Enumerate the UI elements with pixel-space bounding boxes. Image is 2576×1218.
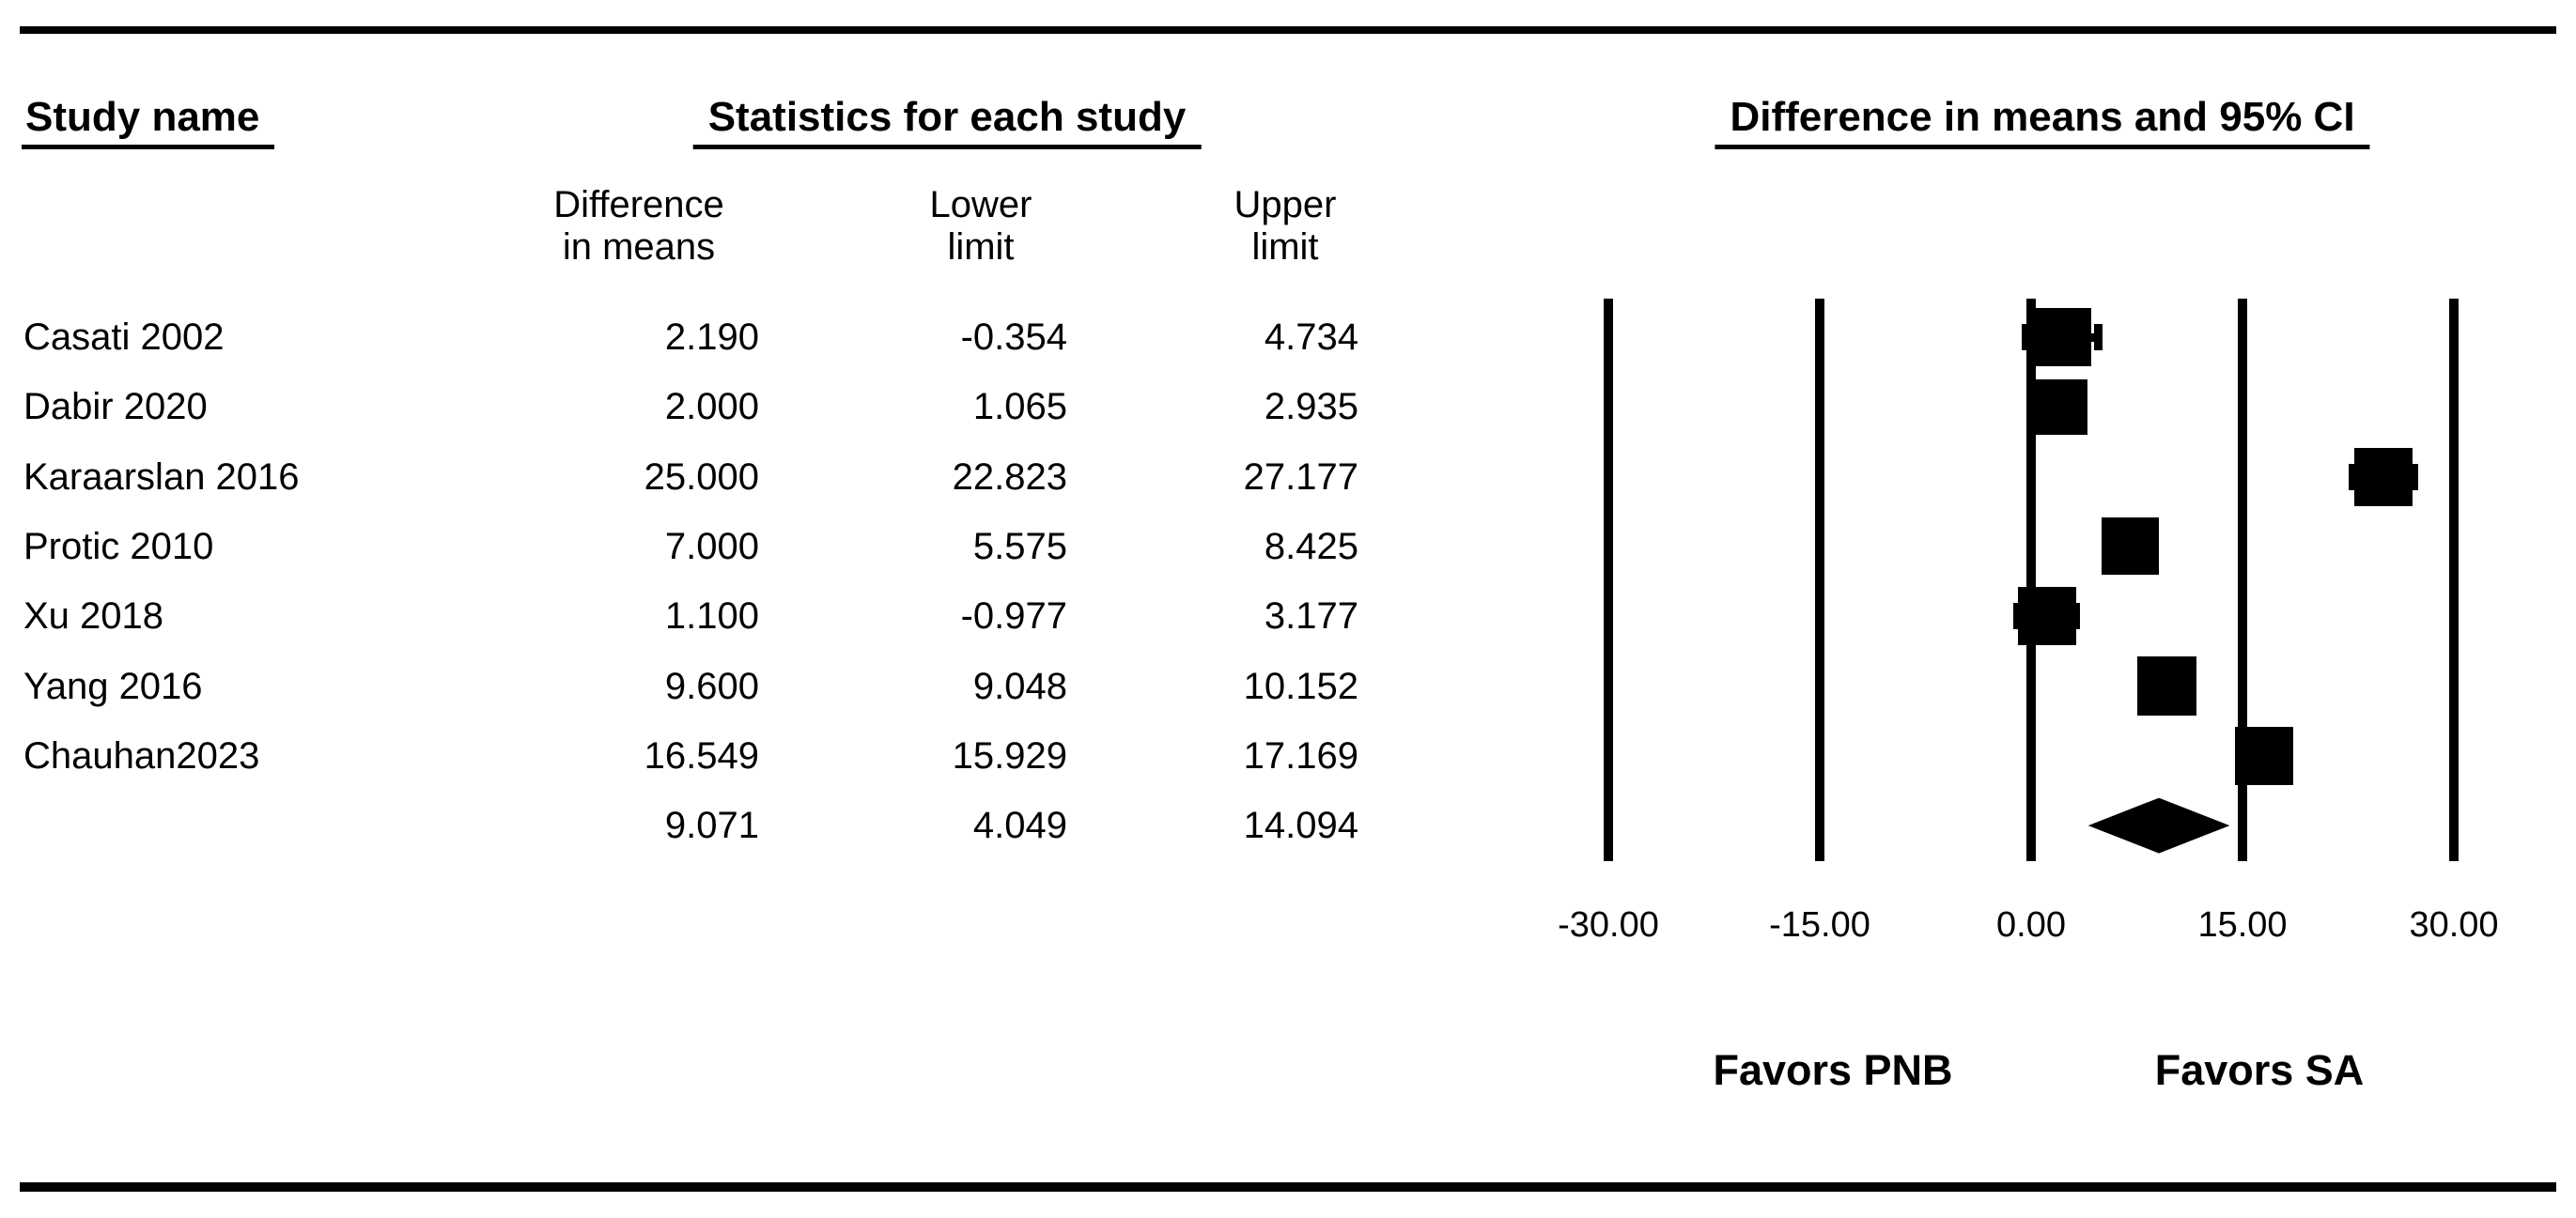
upper-cell: 4.734: [1264, 316, 1358, 358]
effect-square: [2235, 726, 2294, 785]
top-rule: [20, 26, 2556, 34]
x-tick-label: 15.00: [2197, 905, 2288, 945]
effect-square: [2136, 656, 2196, 716]
study-name-cell: Xu 2018: [23, 595, 164, 638]
column-header-line: in means: [562, 226, 716, 268]
gridline-0.00: [2026, 299, 2036, 861]
lower-cell: 22.823: [952, 455, 1067, 498]
column-header-lower-limit: Lower limit: [930, 184, 1032, 269]
column-header-line: Lower: [929, 184, 1032, 225]
study-name-header: Study name: [22, 96, 275, 149]
column-header-upper-limit: Upper limit: [1234, 184, 1337, 269]
diff-cell: 1.100: [664, 595, 759, 638]
gridline-30.00: [2449, 299, 2459, 861]
bottom-rule: [20, 1182, 2556, 1192]
upper-cell: 10.152: [1243, 665, 1358, 707]
study-name-cell: Chauhan2023: [23, 734, 260, 777]
diff-cell: 9.071: [664, 805, 759, 847]
summary-diamond: [2087, 797, 2230, 854]
diff-cell: 9.600: [664, 665, 759, 707]
effect-square: [2101, 517, 2159, 576]
x-tick-label: 30.00: [2409, 905, 2499, 945]
upper-cell: 2.935: [1264, 386, 1358, 428]
x-tick-label: -30.00: [1558, 905, 1659, 945]
diff-cell: 16.549: [644, 734, 759, 777]
upper-cell: 3.177: [1264, 595, 1358, 638]
lower-cell: -0.977: [960, 595, 1067, 638]
effect-square: [2354, 447, 2413, 506]
study-name-cell: Protic 2010: [23, 525, 214, 567]
column-header-line: Difference: [553, 184, 724, 225]
diff-cell: 7.000: [664, 525, 759, 567]
diff-cell: 2.000: [664, 386, 759, 428]
effect-square: [2032, 308, 2091, 366]
effect-square: [2031, 378, 2087, 435]
favors-right-label: Favors SA: [2154, 1046, 2365, 1094]
study-name-cell: Casati 2002: [23, 316, 225, 358]
ci-cap-left: [2012, 603, 2022, 630]
gridline--30.00: [1604, 299, 1613, 861]
ci-cap-left: [2348, 463, 2357, 490]
study-name-cell: Karaarslan 2016: [23, 455, 300, 498]
ci-cap-right: [2410, 463, 2419, 490]
diff-cell: 25.000: [644, 455, 759, 498]
favors-left-label: Favors PNB: [1713, 1046, 1953, 1094]
lower-cell: 4.049: [972, 805, 1067, 847]
lower-cell: 1.065: [972, 386, 1067, 428]
ci-cap-left: [2022, 324, 2031, 350]
ci-cap-right: [2093, 324, 2103, 350]
gridline--15.00: [1815, 299, 1824, 861]
ci-header: Difference in means and 95% CI: [1715, 96, 2370, 149]
gridline-15.00: [2238, 299, 2247, 861]
diff-cell: 2.190: [664, 316, 759, 358]
upper-cell: 14.094: [1243, 805, 1358, 847]
study-name-cell: Dabir 2020: [23, 386, 208, 428]
column-header-line: Upper: [1234, 184, 1337, 225]
column-header-difference-in-means: Difference in means: [553, 184, 724, 269]
study-name-cell: Yang 2016: [23, 665, 203, 707]
lower-cell: 15.929: [952, 734, 1067, 777]
upper-cell: 17.169: [1243, 734, 1358, 777]
effect-square: [2017, 587, 2076, 646]
x-tick-label: 0.00: [1996, 905, 2066, 945]
lower-cell: 5.575: [972, 525, 1067, 567]
x-tick-label: -15.00: [1769, 905, 1870, 945]
upper-cell: 8.425: [1264, 525, 1358, 567]
column-header-line: limit: [1251, 226, 1319, 268]
lower-cell: 9.048: [972, 665, 1067, 707]
ci-cap-right: [2072, 603, 2081, 630]
column-header-line: limit: [947, 226, 1015, 268]
lower-cell: -0.354: [960, 316, 1067, 358]
statistics-header: Statistics for each study: [692, 96, 1202, 149]
upper-cell: 27.177: [1243, 455, 1358, 498]
